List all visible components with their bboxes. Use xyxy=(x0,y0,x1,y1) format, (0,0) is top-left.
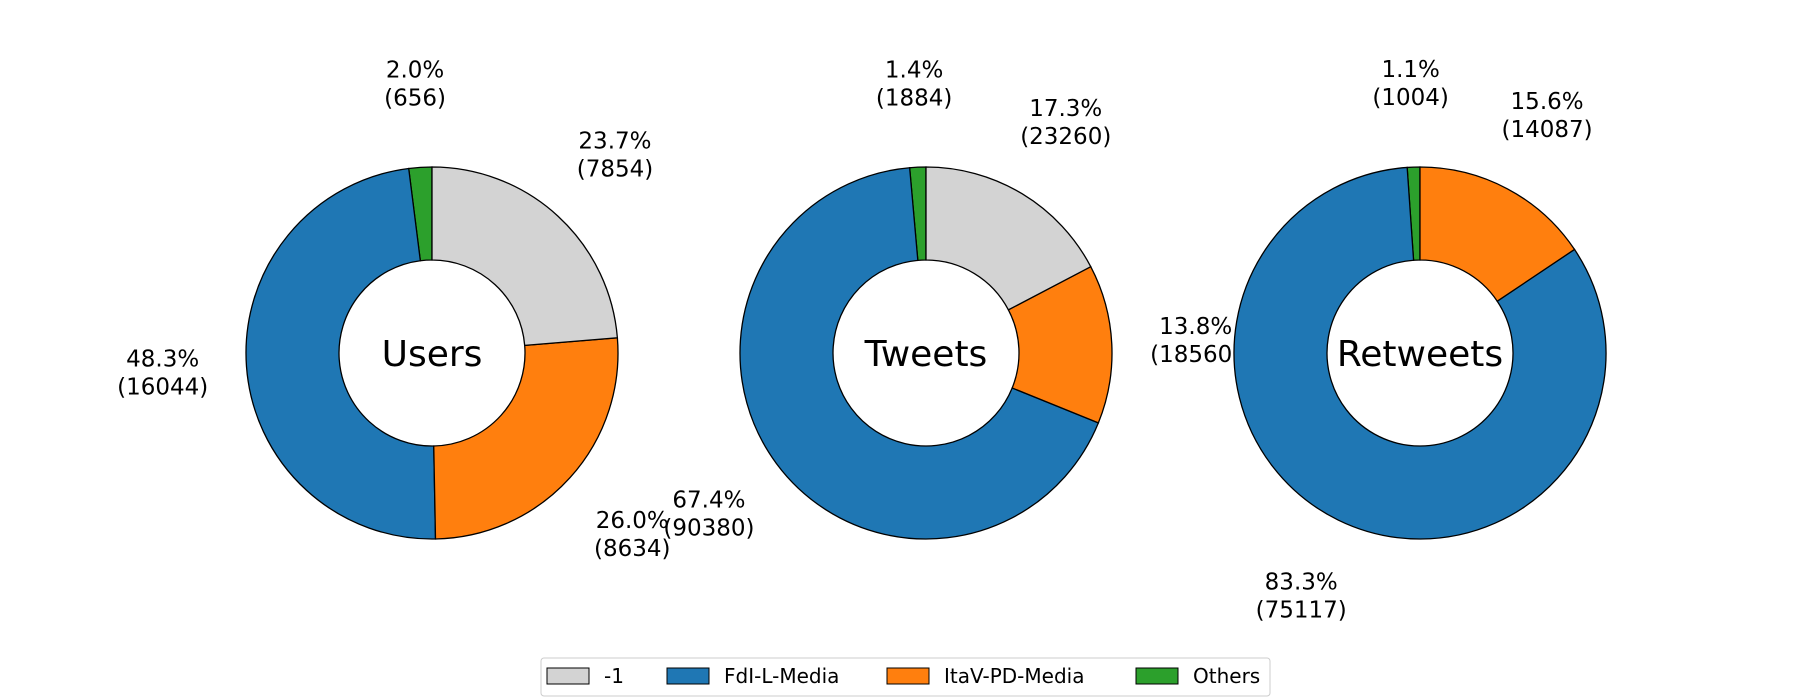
slice-1 xyxy=(925,166,1092,311)
slice-fdi-l-media xyxy=(739,167,1100,540)
slice-itav-pd-media xyxy=(433,337,619,540)
slice-count-itav-pd-media: (14087) xyxy=(1502,117,1593,143)
slice-count-itav-pd-media: (8634) xyxy=(594,536,670,562)
legend-label-1: -1 xyxy=(604,664,624,688)
slice-label-fdi-l-media: 83.3% xyxy=(1265,569,1338,595)
slice-fdi-l-media xyxy=(245,167,437,540)
slice-label-itav-pd-media: 13.8% xyxy=(1159,314,1232,340)
legend-swatch-1 xyxy=(546,667,590,685)
slice-count-others: (1884) xyxy=(876,85,952,111)
slice-count-fdi-l-media: (75117) xyxy=(1256,597,1347,623)
slice-label-fdi-l-media: 67.4% xyxy=(672,488,745,514)
legend-label-others: Others xyxy=(1193,664,1260,688)
slice-label-others: 1.1% xyxy=(1381,57,1439,83)
legend-label-fdi-l-media: FdI-L-Media xyxy=(724,664,839,688)
legend-swatch-fdi-l-media xyxy=(666,667,710,685)
slice-count-itav-pd-media: (18560) xyxy=(1150,342,1241,368)
donut-center-title: Tweets xyxy=(864,334,988,375)
slice-label-fdi-l-media: 48.3% xyxy=(126,346,199,372)
slice-count-1: (23260) xyxy=(1020,124,1111,150)
donut-retweets: 1.1%(1004) 83.3%(75117) 15.6%(14087) Retwee… xyxy=(1233,57,1607,623)
slice-count-1: (7854) xyxy=(577,156,653,182)
slice-label-itav-pd-media: 26.0% xyxy=(596,508,669,534)
legend-swatch-others xyxy=(1135,667,1179,685)
slice-count-others: (1004) xyxy=(1372,85,1448,111)
slice-count-others: (656) xyxy=(384,86,446,112)
slice-fdi-l-media xyxy=(1233,166,1607,540)
slice-count-fdi-l-media: (90380) xyxy=(663,516,754,542)
slice-label-1: 17.3% xyxy=(1029,96,1102,122)
slice-label-1: 23.7% xyxy=(578,128,651,154)
donut-center-title: Retweets xyxy=(1337,334,1503,375)
donut-tweets: 1.4%(1884) 67.4%(90380) 13.8%(18560) 17.3%(… xyxy=(663,57,1241,541)
legend-swatch-itav-pd-media xyxy=(886,667,930,685)
slice-label-others: 2.0% xyxy=(386,58,444,84)
donut-users: 2.0%(656) 48.3%(16044) 26.0%(8634) 23.7%(78… xyxy=(117,58,670,563)
legend-label-itav-pd-media: ItaV-PD-Media xyxy=(944,664,1084,688)
slice-label-others: 1.4% xyxy=(885,57,943,83)
slice-itav-pd-media xyxy=(1419,166,1576,303)
slice-label-itav-pd-media: 15.6% xyxy=(1511,89,1584,115)
slice-1 xyxy=(431,166,619,347)
donut-center-title: Users xyxy=(382,334,483,375)
legend: -1 FdI-L-Media ItaV-PD-Media Others xyxy=(540,657,1271,697)
slice-count-fdi-l-media: (16044) xyxy=(117,374,208,400)
